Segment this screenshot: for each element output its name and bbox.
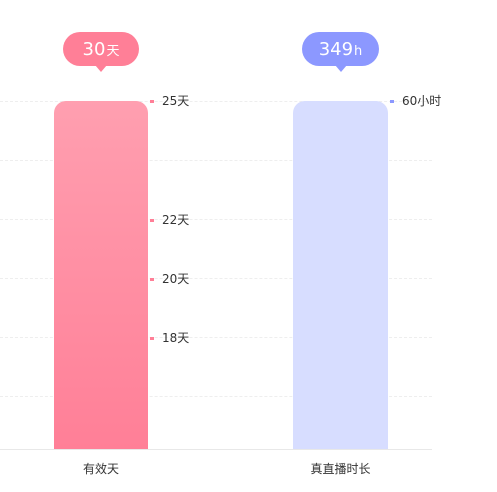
value-badge-live-duration: 349 h xyxy=(302,32,379,72)
tick-label: 20天 xyxy=(162,272,190,286)
x-axis-baseline xyxy=(0,449,432,450)
gridline xyxy=(0,219,432,220)
tick-mark xyxy=(390,100,394,103)
x-axis-label-valid-days: 有效天 xyxy=(82,462,119,476)
gridline xyxy=(0,278,432,279)
gridline xyxy=(0,396,432,397)
bar-valid-days[interactable] xyxy=(54,101,148,449)
badge-unit: 天 xyxy=(106,44,120,59)
tick-mark xyxy=(150,278,154,281)
gridline xyxy=(0,101,432,102)
bar-live-duration[interactable] xyxy=(293,101,388,449)
tick-mark xyxy=(150,337,154,340)
tick-label: 18天 xyxy=(162,331,190,345)
x-axis-label-live-duration: 真直播时长 xyxy=(310,462,371,476)
tick-label: 22天 xyxy=(162,213,190,227)
gridline xyxy=(0,337,432,338)
value-badge-valid-days: 30 天 xyxy=(63,32,139,72)
tick-label: 25天 xyxy=(162,94,190,108)
gridline xyxy=(0,160,432,161)
tick-mark xyxy=(150,100,154,103)
tick-mark xyxy=(150,219,154,222)
badge-number: 349 xyxy=(318,39,354,60)
badge-number: 30 xyxy=(82,39,106,60)
tick-label: 60小时 xyxy=(402,94,442,108)
badge-unit: h xyxy=(354,44,363,59)
